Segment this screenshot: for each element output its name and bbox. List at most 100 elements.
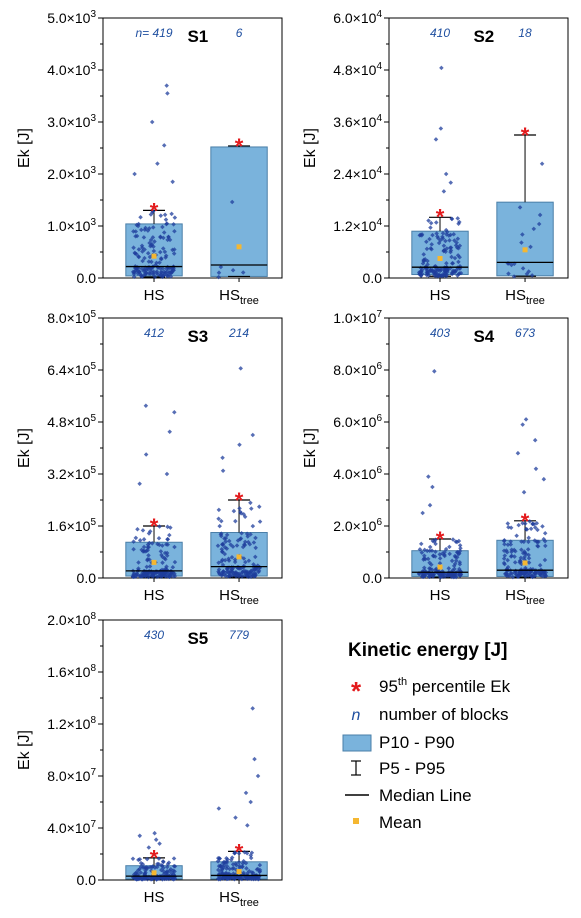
panel-title: S4 <box>473 327 494 346</box>
y-tick-label: 0.0 <box>77 872 97 888</box>
x-tick-label: HStree <box>219 587 259 607</box>
n-label: 412 <box>144 326 164 340</box>
data-point <box>523 417 529 422</box>
group-hs: HS n= 419 * <box>125 26 183 304</box>
y-tick-label: 8.0×106 <box>333 361 382 378</box>
data-point <box>436 240 442 246</box>
p95-star-marker: * <box>235 839 244 864</box>
data-point <box>143 452 149 457</box>
data-point <box>434 220 439 225</box>
blue-box-icon <box>342 734 372 752</box>
data-point <box>508 542 514 547</box>
data-point <box>155 161 160 166</box>
data-point <box>449 216 455 222</box>
n-label: 410 <box>430 26 450 40</box>
data-point <box>250 432 256 438</box>
data-point <box>454 555 460 560</box>
mean-marker <box>522 247 528 253</box>
data-point <box>441 273 446 278</box>
mean-marker <box>151 870 157 876</box>
n-label: 430 <box>144 628 164 642</box>
group-hs-tree: HStree 6 * <box>210 26 268 307</box>
panel-s4: 0.0 2.0×106 4.0×106 6.0×106 8.0×106 1.0×107 Ek… <box>302 309 569 607</box>
data-point <box>131 274 137 280</box>
data-point <box>130 269 136 275</box>
data-point <box>257 869 263 874</box>
p95-star-marker: * <box>436 204 445 229</box>
data-point <box>426 474 431 479</box>
data-point <box>424 239 429 245</box>
mean-marker <box>236 554 242 560</box>
y-tick-label: 1.0×103 <box>47 217 96 234</box>
p95-star-marker: * <box>235 488 244 513</box>
data-point <box>532 573 538 579</box>
data-point <box>522 521 528 526</box>
panel-s5: 0.0 4.0×107 8.0×107 1.2×108 1.6×108 2.0×108 Ek… <box>16 611 283 909</box>
data-point <box>432 554 438 559</box>
data-point <box>524 571 530 577</box>
data-point <box>444 267 450 273</box>
data-point <box>505 557 510 563</box>
p95-star-marker: * <box>521 123 530 148</box>
panel-s2: 0.0 1.2×104 2.4×104 3.6×104 4.8×104 6.0×104 Ek… <box>302 9 569 307</box>
x-tick-label: HS <box>430 287 451 304</box>
n-label: 214 <box>228 326 249 340</box>
data-point <box>416 270 422 275</box>
data-point <box>170 179 175 185</box>
legend-label: Mean <box>379 813 422 832</box>
data-point <box>528 526 534 532</box>
data-point <box>506 524 511 530</box>
yellow-square-icon <box>353 818 359 824</box>
data-point <box>449 254 454 260</box>
mean-marker <box>151 253 157 259</box>
data-point <box>509 571 515 576</box>
data-point <box>433 537 438 543</box>
data-point <box>529 273 535 278</box>
x-tick-label: HS <box>144 889 165 906</box>
x-tick-label: HStree <box>219 287 259 307</box>
y-tick-label: 0.0 <box>77 270 97 286</box>
data-point <box>425 258 430 264</box>
y-tick-label: 8.0×105 <box>47 309 96 326</box>
data-point <box>165 91 170 96</box>
data-point <box>511 274 517 279</box>
data-point <box>237 506 242 511</box>
p95-star-marker: * <box>436 527 445 552</box>
p95-star-marker: * <box>150 845 159 870</box>
data-point <box>507 573 512 579</box>
data-point <box>425 556 431 562</box>
data-point <box>421 258 426 264</box>
data-point <box>533 525 538 530</box>
data-point <box>438 126 444 131</box>
data-point <box>253 545 258 551</box>
data-point <box>502 541 507 547</box>
p95-star-marker: * <box>235 134 244 159</box>
n-label: n= 419 <box>135 26 172 40</box>
data-point <box>158 213 164 218</box>
data-point <box>457 254 462 260</box>
data-point <box>516 573 521 579</box>
mean-marker <box>522 560 528 566</box>
data-point <box>143 403 149 409</box>
x-tick-label: HS <box>430 587 451 604</box>
data-point <box>437 272 442 278</box>
y-tick-label: 8.0×107 <box>47 767 96 784</box>
data-point <box>422 553 427 558</box>
y-tick-label: 6.4×105 <box>47 361 96 378</box>
data-point <box>256 569 261 575</box>
y-tick-label: 3.0×103 <box>47 113 96 130</box>
data-point <box>452 561 458 566</box>
group-hs-tree: HStree 779 * <box>210 628 268 909</box>
data-point <box>448 180 454 185</box>
data-point <box>157 260 162 265</box>
data-point <box>520 521 525 526</box>
data-point <box>430 267 435 273</box>
data-point <box>137 833 143 839</box>
data-point <box>257 862 263 868</box>
x-tick-label: HS <box>144 287 165 304</box>
data-point <box>443 546 449 552</box>
data-point <box>508 539 513 544</box>
plot-frame <box>102 619 283 881</box>
data-point <box>418 541 424 547</box>
data-point <box>216 270 222 275</box>
